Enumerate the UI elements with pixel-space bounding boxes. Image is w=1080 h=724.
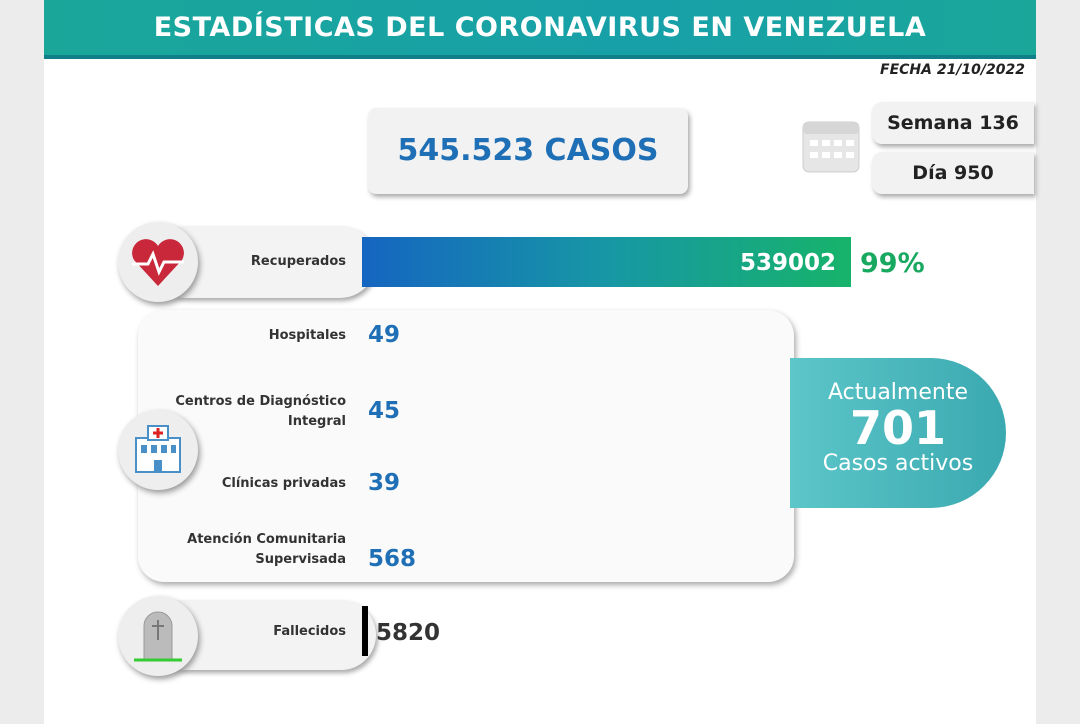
recovered-bar <box>362 237 851 287</box>
title: ESTADÍSTICAS DEL CORONAVIRUS EN VENEZUEL… <box>153 12 927 43</box>
active-top: Actualmente <box>828 380 968 405</box>
active-value: 701 <box>849 401 947 455</box>
deaths-bar <box>362 606 368 656</box>
week: Semana 136 <box>872 102 1034 144</box>
location-value: 45 <box>368 398 401 424</box>
date: FECHA 21/10/2022 <box>880 62 1025 78</box>
location-label: Atención Comunitaria Supervisada <box>187 532 346 567</box>
location-value: 39 <box>368 470 401 496</box>
location-value: 49 <box>368 322 401 348</box>
deaths-label: Fallecidos <box>273 624 346 639</box>
active-bottom: Casos activos <box>822 451 974 476</box>
locations-panel <box>138 310 794 582</box>
location-label: Clínicas privadas <box>221 476 346 491</box>
day: Día 950 <box>872 152 1034 194</box>
banner <box>44 0 1036 59</box>
recovered-value: 539002 <box>739 250 836 276</box>
deaths-value: 5820 <box>376 620 441 646</box>
recovered-label: Recuperados <box>250 254 346 269</box>
calendar-icon <box>802 121 860 173</box>
heart-icon <box>118 222 198 302</box>
active-cases: Actualmente 701 Casos activos <box>790 358 1006 508</box>
total-cases: 545.523 CASOS <box>368 108 688 194</box>
recovered-percent: 99% <box>860 248 925 279</box>
location-value: 568 <box>368 546 417 572</box>
location-label: Centros de Diagnóstico Integral <box>175 394 346 429</box>
location-label: Hospitales <box>268 328 346 343</box>
hospital-icon <box>118 410 198 490</box>
grave-icon <box>118 596 198 676</box>
